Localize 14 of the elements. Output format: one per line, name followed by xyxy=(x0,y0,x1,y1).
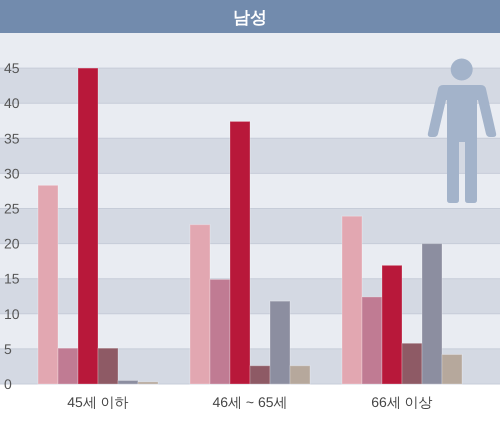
y-tick-label: 15 xyxy=(4,270,20,287)
x-tick-label: 46세 ~ 65세 xyxy=(212,394,288,410)
y-tick-label: 40 xyxy=(4,95,20,112)
y-tick-label: 35 xyxy=(4,130,20,146)
y-tick-label: 30 xyxy=(4,165,20,182)
chart-title: 남성 xyxy=(233,8,267,27)
y-tick-label: 25 xyxy=(4,200,20,216)
y-tick-label: 20 xyxy=(4,236,20,252)
y-tick-label: 10 xyxy=(4,306,20,322)
x-tick-label: 66세 이상 xyxy=(371,394,433,410)
y-tick-label: 45 xyxy=(4,60,20,76)
y-tick-label: 0 xyxy=(4,376,12,392)
x-tick-label: 45세 이하 xyxy=(67,394,129,410)
y-tick-label: 5 xyxy=(4,340,12,357)
